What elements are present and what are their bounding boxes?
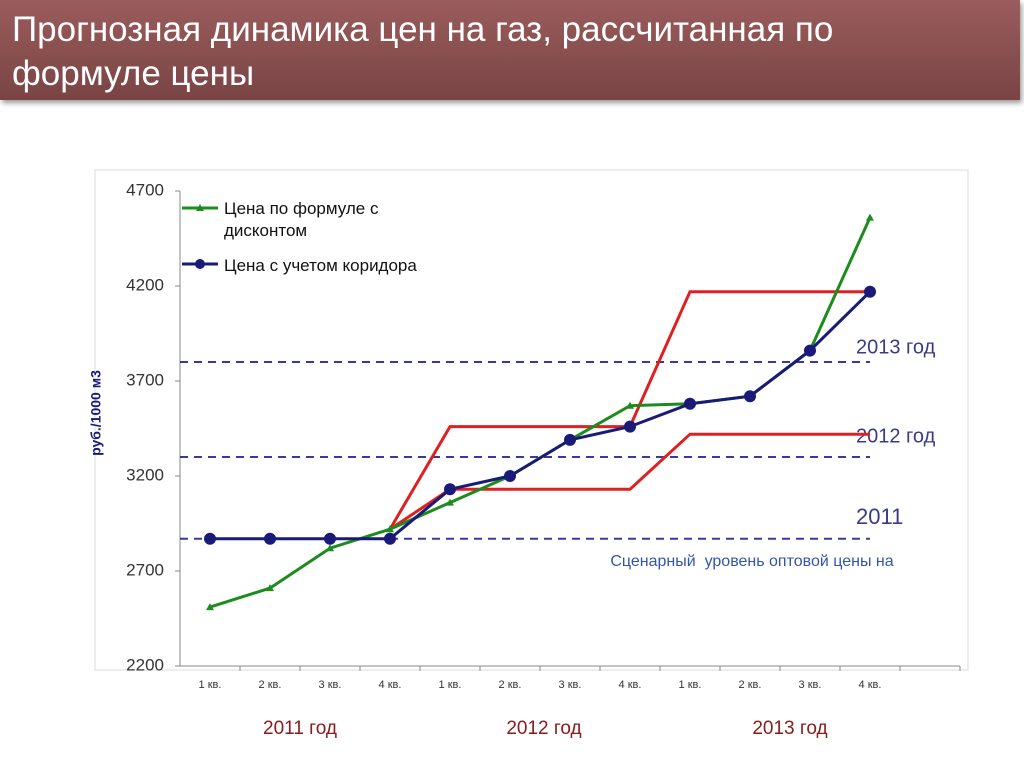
legend-swatch [195,259,205,269]
group-label: 2011 год [263,718,337,739]
series-line [388,290,870,530]
marker [324,532,336,545]
chart-frame [94,169,969,671]
slide-title: Прогнозная динамика цен на газ, рассчита… [12,10,834,93]
x-tick-label: 1 кв. [199,679,222,691]
y-tick-label: 3700 [126,370,164,389]
x-tick-label: 4 кв. [379,679,402,691]
legend-label: Цена по формуле с дисконтом [224,199,379,240]
x-tick-label: 4 кв. [619,679,642,691]
annotation: 2012 год [856,425,936,447]
y-tick-label: 2700 [126,560,164,579]
annotation: Сценарный уровень оптовой цены на [610,553,893,570]
x-tick-label: 1 кв. [439,679,462,691]
marker [564,433,576,446]
y-tick-label: 3200 [126,465,164,484]
annotation: 2011 [856,504,903,529]
y-tick-label: 4200 [126,275,164,294]
y-tick-label: 4700 [126,180,164,199]
series-line [389,432,870,531]
legend-label: Цена с учетом коридора [224,256,417,275]
marker [624,420,636,433]
series-line [210,290,872,541]
marker [386,525,394,533]
marker [866,213,874,221]
x-tick-label: 1 кв. [679,679,702,691]
marker [444,483,456,496]
annotation: 2013 год [856,336,936,358]
marker [204,532,216,545]
marker [264,532,276,545]
marker [804,344,816,357]
marker [384,532,396,545]
x-tick-label: 2 кв. [499,679,522,691]
y-axis-label: руб./1000 м3 [88,370,104,456]
marker [206,603,214,611]
title-bar [0,0,1020,100]
marker [326,544,334,552]
x-tick-label: 3 кв. [559,679,582,691]
x-tick-label: 3 кв. [799,679,822,691]
marker [626,401,634,409]
marker [446,498,454,506]
x-tick-label: 2 кв. [259,679,282,691]
y-tick-label: 2200 [126,655,164,674]
marker [744,390,756,403]
marker [864,285,876,298]
legend-swatch [196,204,204,211]
x-tick-label: 2 кв. [739,679,762,691]
marker [684,397,696,410]
marker [504,470,516,482]
group-label: 2013 год [752,718,827,739]
x-tick-label: 3 кв. [319,679,342,691]
marker [266,584,274,592]
group-label: 2012 год [506,718,581,739]
x-tick-label: 4 кв. [859,679,882,691]
